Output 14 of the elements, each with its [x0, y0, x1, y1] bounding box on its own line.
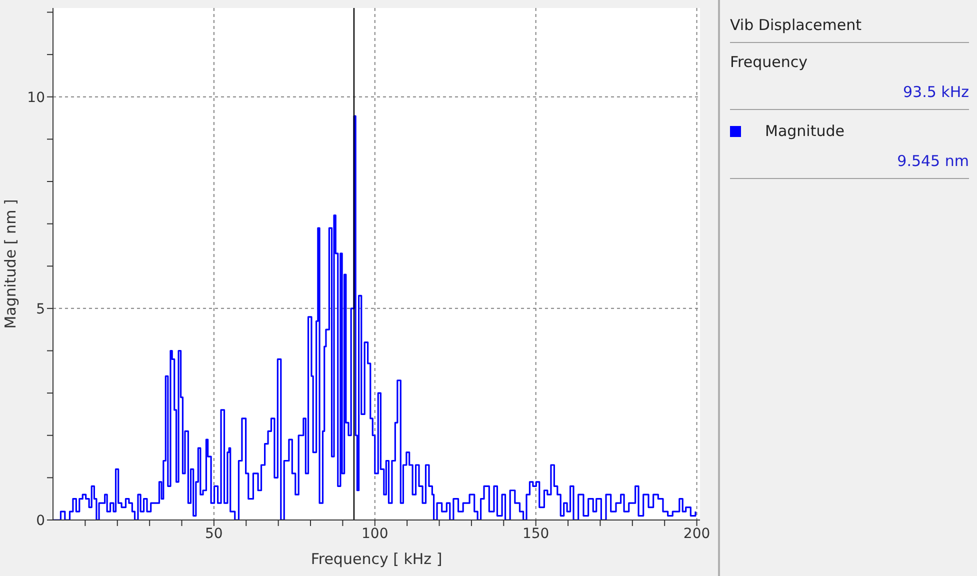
x-tick-label: 200 — [683, 526, 710, 542]
y-tick-label: 0 — [36, 512, 45, 529]
text: Frequency — [730, 53, 808, 71]
x-tick-label: 100 — [362, 526, 388, 542]
text: 9.545 nm — [896, 152, 969, 170]
y-axis-title: Magnitude [ nm ] — [1, 199, 20, 329]
y-tick-label: 10 — [27, 90, 45, 106]
text: Vib Displacement — [730, 16, 863, 34]
x-axis-title: Frequency [ kHz ] — [310, 550, 442, 568]
legend-label: Magnitude — [765, 122, 844, 140]
text: 93.5 kHz — [902, 83, 969, 101]
y-tick-label: 5 — [36, 301, 45, 318]
x-tick-label: 50 — [205, 526, 223, 542]
x-tick-label: 150 — [522, 526, 550, 542]
